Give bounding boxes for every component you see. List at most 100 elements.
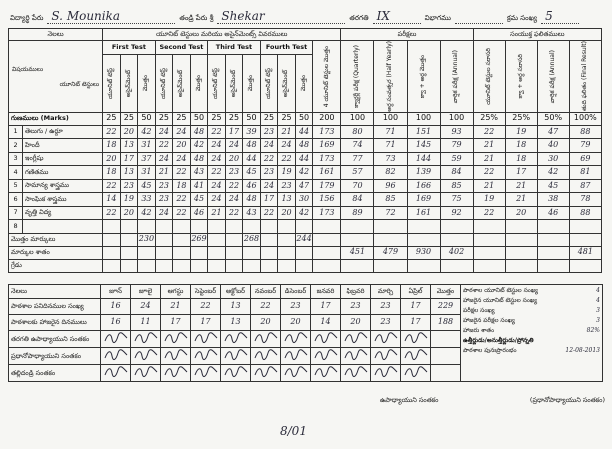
days: 17 (400, 314, 431, 331)
summary-value (294, 245, 314, 260)
summary-label: పరీక్షల సంఖ్య (463, 306, 495, 314)
summary-value: 4 (596, 296, 600, 304)
signature-stroke (224, 366, 247, 378)
column-header-text: తుది ఫలితం (Final Result) (581, 41, 589, 112)
summary-value (242, 258, 261, 273)
mark: 24 (277, 138, 296, 153)
mark (472, 219, 506, 234)
teacher-sign: ఉపాధ్యాయుని సంతకం (380, 396, 439, 404)
mark: 22 (207, 165, 226, 180)
signature (254, 349, 277, 361)
mark: 31 (137, 165, 156, 180)
mark: 21 (472, 178, 506, 194)
summary-value (154, 258, 174, 273)
signature-stroke (284, 349, 307, 361)
summary-value (119, 258, 139, 273)
row-number: 8 (7, 219, 24, 234)
signature-cell (430, 364, 461, 383)
summary-value (373, 258, 408, 273)
mark: 92 (439, 205, 474, 221)
summary-value (340, 258, 375, 273)
summary-value: 4 (596, 286, 600, 294)
mark: 23 (154, 192, 174, 207)
summary-value (312, 245, 342, 260)
max-mark: 50 (242, 111, 261, 126)
column-header-text: యూనిట్ టెస్టుల సరాసరి (484, 47, 492, 105)
mark: 89 (340, 205, 375, 221)
summary-value (373, 232, 408, 247)
mark: 161 (406, 205, 441, 221)
summary-item: ఉత్తీర్ణుడు/అనుత్తీర్ణుడు/ప్రోన్నతి (463, 336, 600, 346)
signature-cell (100, 347, 131, 366)
mark: 20 (119, 124, 139, 140)
mark: 48 (189, 151, 209, 167)
mark: 22 (154, 138, 174, 153)
mark: 21 (154, 165, 174, 180)
days: 16 (100, 298, 131, 315)
mark: 23 (259, 165, 279, 180)
column-header: మొత్తం (242, 53, 261, 113)
signature-cell (130, 364, 161, 383)
test-name: First Test (102, 40, 156, 55)
row-label: పాఠశాల పనిదినముల సంఖ్య (8, 298, 101, 315)
max-mark: 100% (568, 111, 603, 126)
label: విద్యార్థి పేరు (10, 14, 44, 22)
subject: హిందీ (22, 138, 104, 153)
summary-value (224, 258, 244, 273)
mark: 23 (119, 178, 139, 194)
signature-stroke (134, 366, 157, 378)
signature (164, 332, 187, 344)
attendance-table: నెలలు జూన్ జూలై ఆగస్టు సెప్టెంబర్ అక్టోబర్ నవం… (8, 283, 603, 383)
signature-cell (400, 347, 431, 366)
subject-row: 2 హిందీ 18 13 31 22 20 42 24 24 48 24 24 48 169 74 71 145… (7, 138, 603, 153)
signature-cell (430, 347, 461, 366)
column-header-text: యూనిట్ టెస్ట్ (159, 67, 167, 99)
summary-value: 82% (586, 326, 600, 334)
mark: 24 (154, 205, 174, 221)
max-mark: 100 (406, 111, 441, 126)
mark: 24 (207, 138, 226, 153)
summary-value (504, 258, 538, 273)
row-label: గ్రేడు (7, 258, 104, 273)
signature-cell (370, 347, 401, 366)
mark: 82 (373, 165, 408, 180)
summary-value (137, 258, 156, 273)
summary-value (536, 258, 570, 273)
summary-label: హాజరు శాతం (463, 326, 495, 334)
signature-stroke (134, 349, 157, 361)
signature (344, 366, 367, 378)
max-mark: 100 (373, 111, 408, 126)
month: అక్టోబర్ (220, 284, 251, 299)
summary-value: 402 (439, 245, 474, 260)
column-header-text: మొత్తం (194, 75, 202, 92)
days: 229 (430, 298, 461, 315)
test-name: Fourth Test (259, 40, 314, 55)
label: తండ్రి పేరు శ్రీ (179, 14, 214, 22)
mark: 39 (242, 124, 261, 140)
marks-table: నెలలు యూనిట్ టెస్టులు మరియు అసైన్‌మెంట్స్… (7, 28, 603, 273)
days: 11 (130, 314, 161, 331)
max-mark: 25 (207, 111, 226, 126)
mark: 22 (172, 192, 191, 207)
mark: 21 (472, 138, 506, 153)
mark: 80 (340, 124, 375, 140)
row-label: పాఠశాలకు హాజరైన దినములు (8, 314, 101, 331)
signature-stroke (284, 332, 307, 344)
days: 22 (190, 298, 221, 315)
max-mark: 25 (259, 111, 279, 126)
mark: 72 (373, 205, 408, 221)
column-header: వార్షిక పరీక్ష (Annual) (439, 40, 474, 113)
mark: 22 (472, 205, 506, 221)
summary-value (568, 232, 603, 247)
column-header: క్వా + అర్ధ మొత్తం (406, 40, 441, 113)
class: IX (372, 9, 421, 24)
mark: 18 (172, 178, 191, 194)
signature (104, 366, 127, 378)
header-row: యూనిట్ టెస్ట్ అసైన్‌మెంట్ మొత్తం యూనిట్ టెస… (9, 53, 602, 113)
sign-row: ప్రధానోపాధ్యాయుని సంతకం (8, 347, 603, 366)
mark: 59 (439, 151, 474, 167)
column-header: అసైన్‌మెంట్ (119, 53, 139, 113)
summary-panel: పాఠశాల యూనిట్ టెస్టుల సంఖ్య 4 హాజరైన యూనిట… (460, 283, 603, 383)
summary-value: 451 (340, 245, 375, 260)
row-label: మొత్తం మార్కులు (7, 232, 104, 247)
